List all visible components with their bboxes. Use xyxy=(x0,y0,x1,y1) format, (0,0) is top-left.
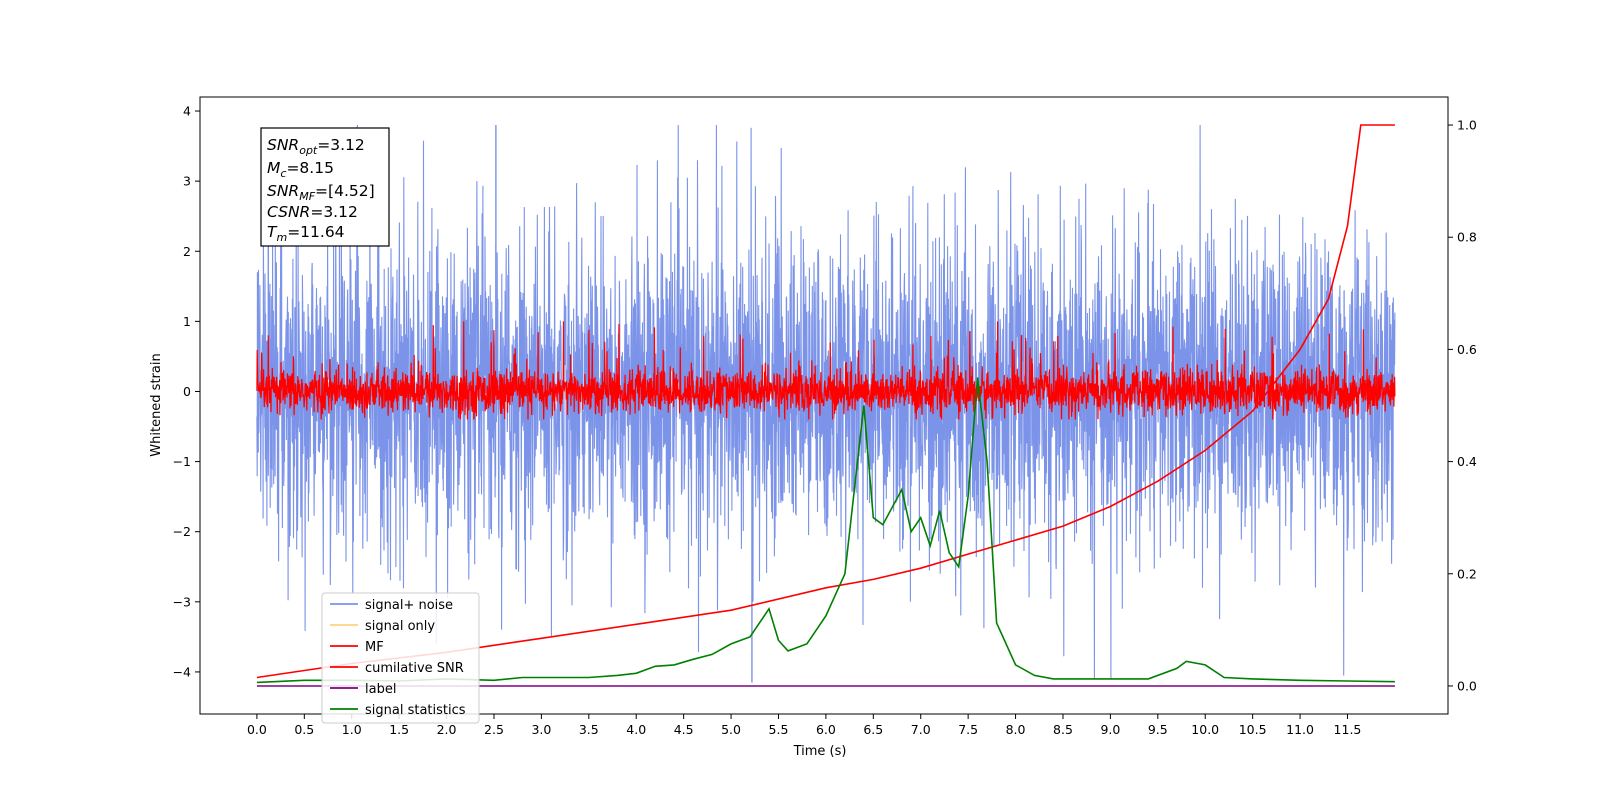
legend-label-mf: MF xyxy=(365,640,384,655)
x-tick-label: 4.5 xyxy=(674,722,694,737)
y-tick-label: 2 xyxy=(183,244,191,259)
x-tick-label: 9.0 xyxy=(1100,722,1120,737)
x-tick-label: 6.0 xyxy=(816,722,836,737)
plot-frame xyxy=(199,96,1449,715)
x-tick-label: 7.5 xyxy=(958,722,978,737)
stat-tm: Tm=11.64 xyxy=(267,223,345,244)
y-tick-label: 4 xyxy=(183,104,191,119)
x-tick-label: 1.0 xyxy=(342,722,362,737)
x-tick-label: 10.5 xyxy=(1239,722,1267,737)
y-tick-label: −4 xyxy=(173,664,191,679)
y2-tick-label: 0.2 xyxy=(1457,566,1477,581)
stats-box: SNRopt=3.12 Mc=8.15 SNRMF=[4.52] CSNR=3.… xyxy=(260,127,390,247)
stat-mc: Mc=8.15 xyxy=(267,159,334,180)
x-tick-label: 2.5 xyxy=(484,722,504,737)
series-signal-statistics xyxy=(256,377,1395,684)
stat-csnr: CSNR=3.12 xyxy=(267,203,358,221)
legend-label-signal-statistics: signal statistics xyxy=(365,703,466,718)
x-tick-label: 5.5 xyxy=(769,722,789,737)
x-tick-label: 3.0 xyxy=(531,722,551,737)
stat-snr-mf: SNRMF=[4.52] xyxy=(267,182,375,203)
series-mf xyxy=(256,321,1396,420)
y-tick-label: −2 xyxy=(173,524,191,539)
x-tick-label: 2.0 xyxy=(437,722,457,737)
legend: signal+ noise signal only MF cumilative … xyxy=(321,592,480,724)
x-tick-label: 11.5 xyxy=(1334,722,1362,737)
y2-tick-label: 1.0 xyxy=(1457,118,1477,133)
series-signal-noise xyxy=(256,124,1396,679)
y2-tick-label: 0.0 xyxy=(1457,678,1477,693)
x-tick-label: 9.5 xyxy=(1148,722,1168,737)
x-tick-label: 7.0 xyxy=(911,722,931,737)
y-tick-label: 0 xyxy=(183,384,191,399)
legend-label-cumulative-snr: cumilative SNR xyxy=(365,661,464,676)
x-tick-label: 4.0 xyxy=(626,722,646,737)
legend-label-signal-noise: signal+ noise xyxy=(365,598,453,613)
plot-area xyxy=(256,124,1396,687)
x-tick-label: 11.0 xyxy=(1286,722,1314,737)
y-tick-label: 3 xyxy=(183,174,191,189)
x-tick-label: 3.5 xyxy=(579,722,599,737)
y2-tick-label: 0.8 xyxy=(1457,230,1477,245)
y-tick-label: −1 xyxy=(173,454,191,469)
legend-frame xyxy=(321,592,480,724)
stat-snr-opt: SNRopt=3.12 xyxy=(267,136,365,157)
x-axis-label: Time (s) xyxy=(793,744,847,759)
y-axis-label: Whitened strain xyxy=(149,353,164,456)
x-tick-label: 8.0 xyxy=(1006,722,1026,737)
axis-ticks: 0.0 0.5 1.0 1.5 2.0 2.5 3.0 3.5 4.0 4.5 5.0 5.5 6.0 6… xyxy=(173,104,1477,737)
x-tick-label: 6.5 xyxy=(863,722,883,737)
series-cumulative-snr xyxy=(256,124,1395,679)
x-tick-label: 8.5 xyxy=(1053,722,1073,737)
x-tick-label: 1.5 xyxy=(389,722,409,737)
x-tick-label: 0.5 xyxy=(294,722,314,737)
legend-label-label: label xyxy=(365,682,396,697)
x-tick-label: 10.0 xyxy=(1191,722,1219,737)
y2-tick-label: 0.4 xyxy=(1457,454,1477,469)
x-tick-label: 0.0 xyxy=(247,722,267,737)
y-tick-label: 1 xyxy=(183,314,191,329)
y2-tick-label: 0.6 xyxy=(1457,342,1477,357)
y-tick-label: −3 xyxy=(173,594,191,609)
stats-box-frame xyxy=(260,127,390,247)
legend-label-signal-only: signal only xyxy=(365,619,435,634)
x-tick-label: 5.0 xyxy=(721,722,741,737)
